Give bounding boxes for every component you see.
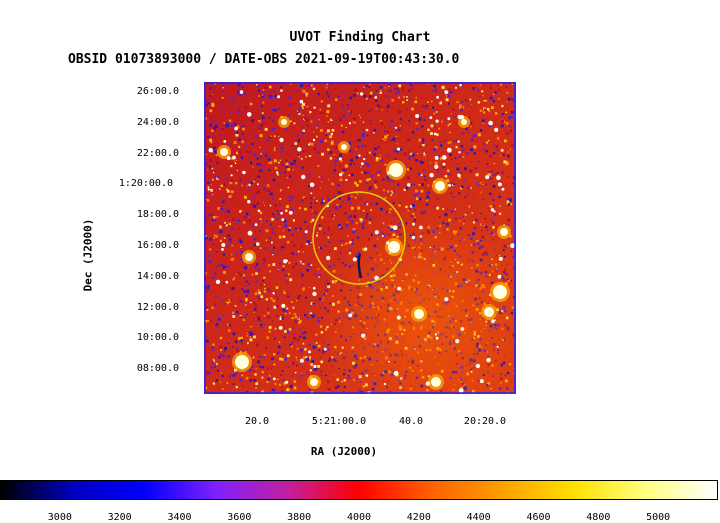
- y-tick-label: 08:00.0: [136, 363, 179, 374]
- colorbar-tick-label: 3000: [47, 512, 72, 523]
- chart-subtitle: OBSID 01073893000 / DATE-OBS 2021-09-19T…: [68, 52, 460, 67]
- sky-image: [204, 82, 516, 394]
- x-axis-label: RA (J2000): [310, 445, 378, 458]
- y-tick-label: 10:00.0: [136, 332, 179, 343]
- x-tick-label: 20.0: [244, 416, 270, 427]
- colorbar-tick-label: 4400: [466, 512, 491, 523]
- nebula-glow: [204, 82, 516, 394]
- y-tick-label: 12:00.0: [136, 302, 179, 313]
- image-frame: [204, 82, 516, 394]
- stars-layer: [207, 83, 515, 393]
- colorbar-tick-label: 3800: [287, 512, 312, 523]
- y-tick-label: 22:00.0: [136, 148, 179, 159]
- y-tick-label: 16:00.0: [136, 240, 179, 251]
- y-tick-label: 18:00.0: [136, 209, 179, 220]
- colorbar-tick-label: 3400: [167, 512, 192, 523]
- y-tick-label: 26:00.0: [136, 86, 179, 97]
- colorbar-tick-label: 3200: [107, 512, 132, 523]
- colorbar-tick-label: 4800: [586, 512, 611, 523]
- colorbar-tick-label: 3600: [227, 512, 252, 523]
- target-circle: [312, 191, 406, 285]
- x-tick-label: 40.0: [398, 416, 424, 427]
- colorbar-tick-label: 4200: [406, 512, 431, 523]
- y-tick-label: 24:00.0: [136, 117, 179, 128]
- x-tick-label: 5:21:00.0: [311, 416, 367, 427]
- y-tick-label: 1:20:00.0: [118, 178, 173, 189]
- target-marker: [357, 253, 363, 279]
- chart-title: UVOT Finding Chart: [289, 30, 431, 45]
- colorbar-tick-label: 5000: [646, 512, 671, 523]
- colorbar-tick-label: 4600: [526, 512, 551, 523]
- x-tick-label: 20:20.0: [463, 416, 507, 427]
- y-tick-label: 14:00.0: [136, 271, 179, 282]
- colorbar-tick-label: 4000: [346, 512, 372, 523]
- colorbar: [0, 480, 718, 500]
